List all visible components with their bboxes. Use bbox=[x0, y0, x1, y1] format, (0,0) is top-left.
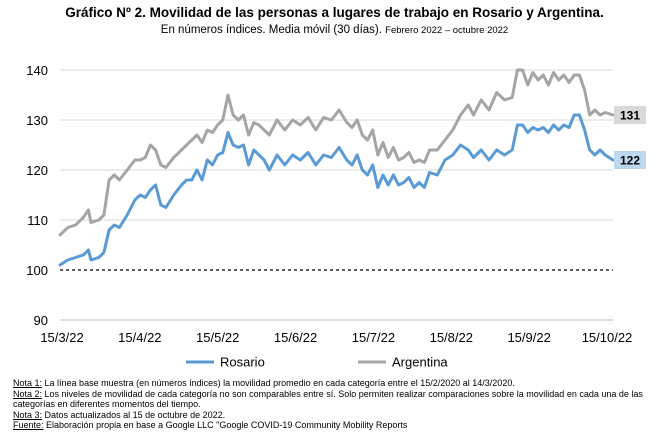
y-axis-ticks: 90 100 110 120 130 140 bbox=[26, 63, 48, 328]
y-tick-label: 140 bbox=[26, 63, 48, 78]
end-label-box-rosario bbox=[614, 151, 646, 169]
x-tick-label: 15/8/22 bbox=[430, 330, 473, 345]
x-tick-label: 15/9/22 bbox=[507, 330, 550, 345]
end-label-rosario: 122 bbox=[620, 154, 640, 168]
legend-label-argentina: Argentina bbox=[392, 355, 448, 370]
end-label-box-argentina bbox=[614, 106, 646, 124]
note-source-label: Fuente: bbox=[13, 420, 44, 431]
note-3: Nota 3: Datos actualizados al 15 de octu… bbox=[13, 410, 663, 421]
x-tick-label: 15/7/22 bbox=[352, 330, 395, 345]
note-2-label: Nota 2: bbox=[13, 388, 43, 399]
y-tick-label: 130 bbox=[26, 113, 48, 128]
note-3-label: Nota 3: bbox=[13, 409, 43, 420]
x-tick-label: 15/10/22 bbox=[582, 330, 633, 345]
subtitle-main: En números índices. Media móvil (30 días… bbox=[160, 24, 382, 36]
y-tick-label: 120 bbox=[26, 163, 48, 178]
series-line-argentina bbox=[58, 68, 615, 237]
end-label-argentina: 131 bbox=[620, 109, 640, 123]
chart-title: Gráfico Nº 2. Movilidad de las personas … bbox=[65, 5, 604, 20]
note-1-text: La línea base muestra (en números índice… bbox=[42, 378, 515, 388]
legend-label-rosario: Rosario bbox=[220, 355, 265, 370]
y-tick-label: 90 bbox=[34, 313, 48, 328]
y-tick-label: 110 bbox=[27, 213, 48, 228]
notes: Nota 1: La línea base muestra (en número… bbox=[13, 378, 663, 431]
y-tick-label: 100 bbox=[26, 263, 48, 278]
note-3-text: Datos actualizados al 15 de octubre de 2… bbox=[42, 409, 226, 420]
grid-lines bbox=[60, 69, 613, 221]
note-2: Nota 2: Los niveles de movilidad de cada… bbox=[13, 389, 663, 410]
x-tick-label: 15/6/22 bbox=[274, 330, 317, 345]
subtitle-period: Febrero 2022 – octubre 2022 bbox=[385, 25, 509, 36]
note-1: Nota 1: La línea base muestra (en número… bbox=[13, 378, 663, 389]
x-tick-label: 15/3/22 bbox=[40, 330, 83, 345]
series-line-rosario bbox=[58, 113, 615, 267]
x-tick-label: 15/5/22 bbox=[196, 330, 239, 345]
x-tick-label: 15/4/22 bbox=[118, 330, 161, 345]
chart-subtitle: En números índices. Media móvil (30 días… bbox=[0, 24, 669, 36]
legend: Rosario Argentina bbox=[186, 355, 448, 370]
note-source: Fuente: Elaboración propia en base a Goo… bbox=[13, 420, 663, 431]
end-labels: 122 131 bbox=[614, 106, 646, 169]
note-1-label: Nota 1: bbox=[13, 378, 43, 388]
note-source-text: Elaboración propia en base a Google LLC … bbox=[43, 420, 408, 431]
series-lines bbox=[58, 68, 615, 267]
note-2-text: Los niveles de movilidad de cada categor… bbox=[13, 388, 643, 410]
x-axis-ticks: 15/3/22 15/4/22 15/5/22 15/6/22 15/7/22 15/8/… bbox=[40, 330, 632, 345]
